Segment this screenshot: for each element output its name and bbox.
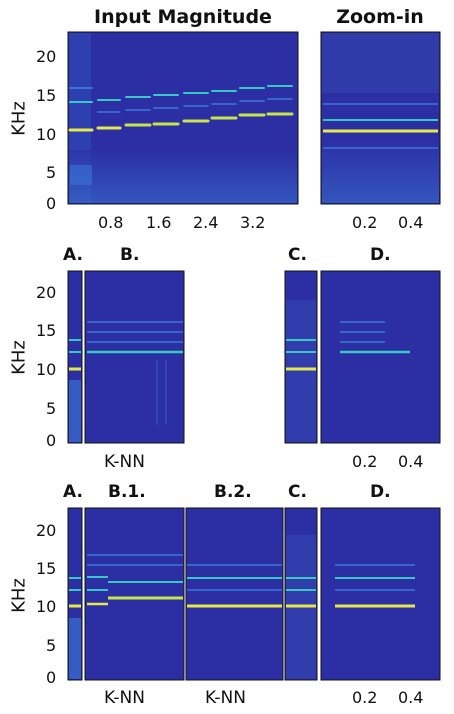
ytick-mid-0: 0 bbox=[46, 431, 57, 450]
xtick-top-2-4: 2.4 bbox=[193, 213, 219, 232]
xtick-zoom-0-2: 0.2 bbox=[352, 213, 378, 232]
panel-bot-d bbox=[320, 507, 441, 681]
ytick-mid-5: 5 bbox=[46, 399, 57, 418]
xtick-zoom-0-4: 0.4 bbox=[398, 213, 424, 232]
panel-bot-a bbox=[67, 507, 83, 681]
ytick-top-5: 5 bbox=[46, 163, 57, 182]
panel-bot-b1 bbox=[84, 507, 185, 681]
label-bot-b2: B.2. bbox=[214, 482, 252, 502]
xlabel-bot-b2-knn: K-NN bbox=[205, 688, 246, 708]
panel-bot-c bbox=[284, 507, 318, 681]
xtick-bot-d-0-4: 0.4 bbox=[398, 688, 424, 707]
ytick-mid-10: 10 bbox=[36, 360, 57, 379]
panel-mid-c bbox=[284, 270, 318, 444]
title-input-magnitude: Input Magnitude bbox=[94, 6, 272, 28]
ytick-bot-10: 10 bbox=[36, 597, 57, 616]
xtick-top-1-6: 1.6 bbox=[146, 213, 172, 232]
label-mid-c: C. bbox=[288, 245, 307, 265]
label-mid-b: B. bbox=[120, 245, 140, 265]
ytick-bot-5: 5 bbox=[46, 636, 57, 655]
panel-bot-b2 bbox=[185, 507, 284, 681]
panel-input-magnitude bbox=[67, 31, 299, 205]
ytick-mid-15: 15 bbox=[36, 321, 57, 340]
ytick-bot-15: 15 bbox=[36, 559, 57, 578]
ytick-bot-20: 20 bbox=[36, 521, 57, 540]
xtick-top-0-8: 0.8 bbox=[98, 213, 124, 232]
panel-zoom-in bbox=[320, 31, 441, 205]
label-bot-a: A. bbox=[63, 482, 83, 502]
title-zoom-in: Zoom-in bbox=[336, 6, 424, 28]
panel-mid-d bbox=[320, 270, 441, 444]
label-bot-b1: B.1. bbox=[108, 482, 146, 502]
ytick-top-20: 20 bbox=[36, 47, 57, 66]
xtick-bot-d-0-2: 0.2 bbox=[352, 688, 378, 707]
ytick-mid-20: 20 bbox=[36, 283, 57, 302]
ytick-top-10: 10 bbox=[36, 125, 57, 144]
panel-mid-a bbox=[67, 270, 83, 444]
xlabel-bot-b1-knn: K-NN bbox=[104, 688, 145, 708]
ytick-top-15: 15 bbox=[36, 86, 57, 105]
xlabel-mid-knn: K-NN bbox=[104, 452, 145, 472]
label-mid-d: D. bbox=[370, 245, 391, 265]
label-bot-d: D. bbox=[370, 482, 391, 502]
label-mid-a: A. bbox=[63, 245, 83, 265]
ytick-top-0: 0 bbox=[46, 194, 57, 213]
panel-mid-b bbox=[84, 270, 185, 444]
ytick-bot-0: 0 bbox=[46, 668, 57, 687]
xtick-mid-d-0-2: 0.2 bbox=[352, 452, 378, 471]
label-bot-c: C. bbox=[288, 482, 307, 502]
xtick-top-3-2: 3.2 bbox=[240, 213, 266, 232]
xtick-mid-d-0-4: 0.4 bbox=[398, 452, 424, 471]
